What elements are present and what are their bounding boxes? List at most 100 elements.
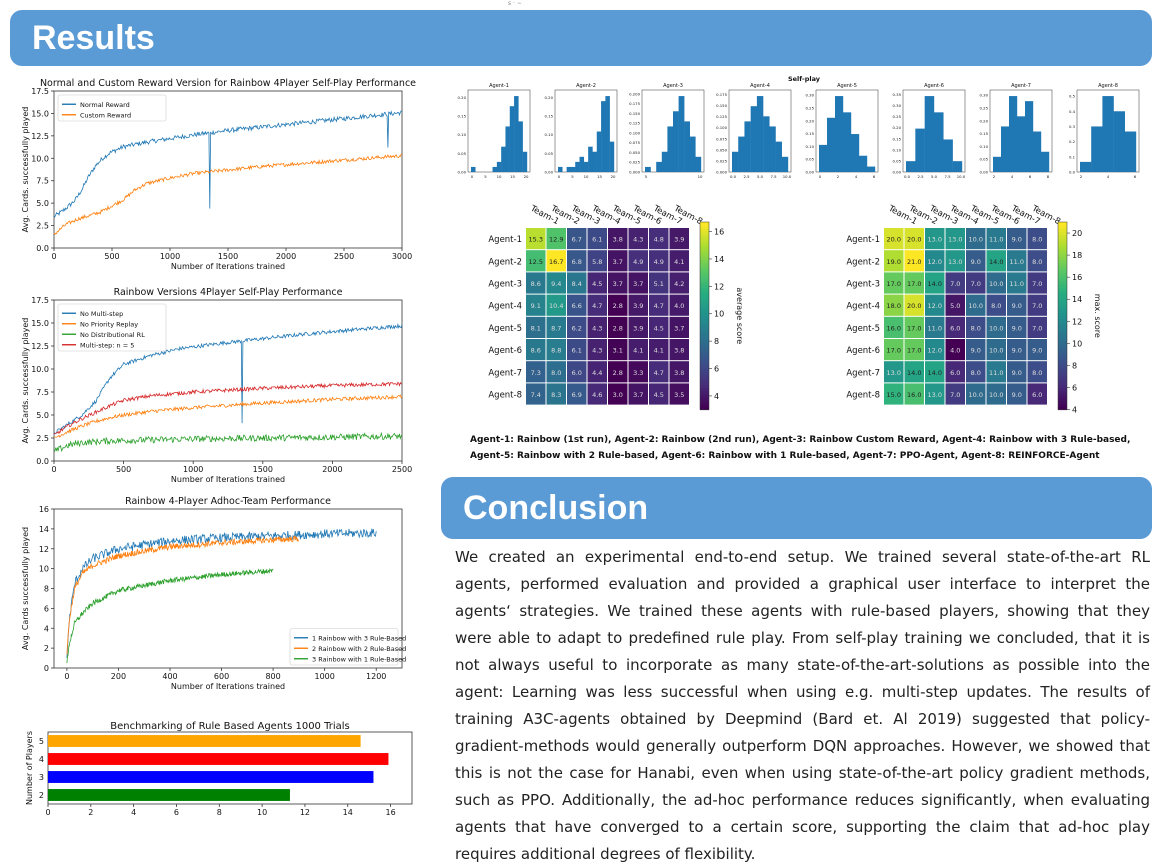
colorbar-step (1058, 284, 1067, 289)
colorbar-step (1058, 331, 1067, 336)
panel-title: Agent-4 (750, 83, 770, 89)
chart-title: Normal and Custom Reward Version for Rai… (40, 78, 416, 89)
heatmap-cell (669, 339, 689, 361)
x-tick-label: 1000 (314, 672, 334, 681)
cell-value: 8.8 (551, 347, 561, 355)
colorbar-step (700, 384, 709, 389)
cell-value: 16.0 (907, 391, 921, 399)
y-tick-label: 0.30 (980, 93, 989, 98)
histogram-bar (605, 96, 610, 172)
colorbar-step (1058, 256, 1067, 261)
heatmap-cell (1027, 339, 1047, 361)
colorbar-step (1058, 259, 1067, 264)
y-tick-label: 0.000 (629, 170, 640, 175)
heatmap-cell (628, 383, 648, 405)
colorbar-tick-label: 4 (1072, 406, 1077, 415)
colorbar-step (700, 337, 709, 342)
colorbar-step (700, 278, 709, 282)
colorbar-step (700, 234, 709, 239)
colorbar-step (1058, 356, 1067, 361)
colorbar-step (1058, 225, 1067, 229)
heatmap-cell (986, 272, 1006, 294)
series-line (53, 110, 403, 218)
heatmap-cell (526, 228, 546, 250)
histogram-bar (835, 96, 844, 172)
heatmap-cell (884, 294, 904, 316)
cell-value: 4.7 (654, 369, 664, 377)
x-tick-label: 1500 (218, 252, 238, 261)
cell-value: 14.0 (989, 258, 1003, 266)
colorbar-step (1058, 347, 1067, 351)
colorbar-step (1058, 222, 1067, 226)
histogram-bar (667, 126, 674, 172)
colorbar-step (700, 247, 709, 251)
heatmap-cell (925, 294, 945, 316)
y-tick-label: 0.4 (1069, 109, 1076, 114)
colorbar-step (1058, 293, 1067, 298)
y-tick-label: 17.5 (31, 296, 49, 305)
histogram-bar (1102, 96, 1114, 172)
cell-value: 16.7 (549, 258, 563, 266)
histogram-bar (471, 166, 476, 172)
colorbar-step (1058, 384, 1067, 389)
cell-value: 9.0 (1012, 369, 1022, 377)
y-tick-label: 8 (44, 585, 49, 594)
cell-value: 3.3 (633, 369, 643, 377)
y-tick-label: 10.0 (31, 154, 49, 163)
cell-value: 6.0 (1032, 391, 1042, 399)
cell-value: 5.1 (654, 280, 664, 288)
histogram-bar (924, 96, 935, 172)
colorbar-step (1058, 303, 1067, 307)
colorbar-step (700, 265, 709, 270)
x-tick-label: 2 (837, 174, 840, 179)
panel-title: Agent-6 (924, 83, 944, 89)
y-tick-label: 3 (39, 773, 44, 782)
colorbar-step (700, 325, 709, 329)
histogram-bar (819, 144, 828, 172)
colorbar-step (1058, 237, 1067, 242)
heatmap-cell (628, 250, 648, 272)
colorbar-step (1058, 281, 1067, 286)
colorbar-tick-label: 6 (1072, 384, 1077, 393)
colorbar-step (700, 284, 709, 289)
series-line (53, 394, 403, 438)
colorbar-step (700, 253, 709, 257)
y-tick-label: 0.175 (716, 92, 727, 97)
cell-value: 3.9 (674, 236, 684, 244)
cell-value: 10.4 (549, 302, 563, 310)
heatmap-cell (925, 361, 945, 383)
x-tick-label: 1500 (253, 465, 273, 474)
heatmap-cell (587, 272, 607, 294)
cell-value: 10.0 (969, 302, 983, 310)
y-axis-label: Avg. Cards successfully played (21, 527, 30, 650)
y-tick-label: 0.35 (893, 92, 902, 97)
row-label: Agent-8 (488, 391, 522, 401)
cell-value: 10.0 (989, 280, 1003, 288)
heatmap-cell (945, 294, 965, 316)
histogram-bar (915, 128, 925, 172)
colorbar-step (1058, 275, 1067, 279)
colorbar-step (1058, 250, 1067, 254)
heatmap-cell (608, 294, 628, 316)
cell-value: 16.0 (887, 324, 901, 332)
x-tick-label: 0 (51, 465, 56, 474)
x-tick-label: 5.0 (931, 174, 938, 179)
cell-value: 4.7 (592, 302, 602, 310)
y-tick-label: 0.125 (629, 121, 640, 126)
y-tick-label: 12.5 (31, 132, 49, 141)
legend-label: 2 Rainbow with 2 Rule-Based (312, 645, 406, 653)
chart-title: Benchmarking of Rule Based Agents 1000 T… (110, 721, 350, 732)
cell-value: 12.0 (928, 302, 942, 310)
cell-value: 3.8 (674, 369, 684, 377)
cell-value: 13.0 (948, 236, 962, 244)
cell-value: 6.2 (572, 324, 582, 332)
colorbar-step (700, 400, 709, 404)
legend-box (57, 303, 167, 352)
panel-title: Agent-8 (1098, 83, 1118, 89)
y-tick-label: 0.025 (716, 158, 727, 163)
x-tick-label: 6 (1134, 174, 1137, 179)
heatmap-cell (904, 294, 924, 316)
heatmap-cell (945, 361, 965, 383)
histogram-bar (750, 106, 758, 172)
histogram-bar (827, 117, 836, 172)
